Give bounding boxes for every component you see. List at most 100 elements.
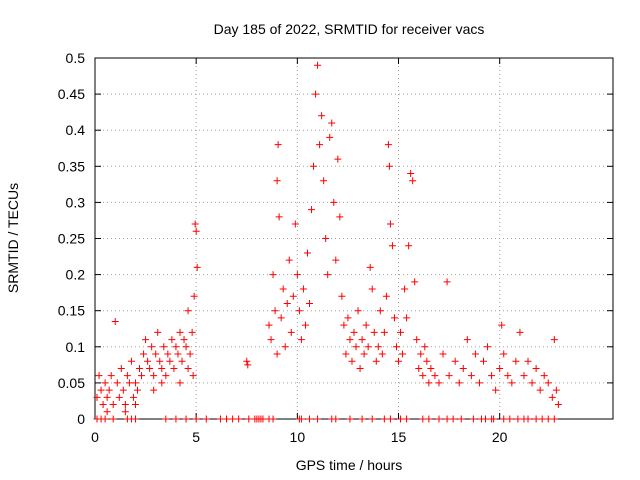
data-point	[362, 321, 370, 329]
data-point	[308, 206, 316, 214]
data-point	[305, 415, 313, 423]
data-point	[299, 285, 307, 293]
data-point	[162, 415, 170, 423]
data-point	[158, 364, 166, 372]
data-point	[397, 415, 405, 423]
y-tick-label: 0.15	[58, 303, 85, 319]
data-point	[136, 364, 144, 372]
data-point	[186, 350, 194, 358]
data-point	[131, 401, 139, 409]
data-point	[289, 292, 297, 300]
data-point	[97, 386, 105, 394]
data-point	[417, 350, 425, 358]
data-point	[372, 357, 380, 365]
data-point	[103, 408, 111, 416]
y-tick-label: 0.2	[66, 267, 86, 283]
axis-ticks: 0 0.05 0.1 0.15 0.2 0.25 0.3 0.35 0.4 0.45 0.5 0 5 10…	[58, 50, 613, 445]
data-point	[338, 292, 346, 300]
data-point	[111, 318, 119, 326]
data-point	[536, 386, 544, 394]
data-point	[336, 213, 344, 221]
data-point	[235, 415, 243, 423]
data-point	[439, 350, 447, 358]
data-point	[314, 415, 322, 423]
data-point	[131, 415, 139, 423]
data-point	[496, 364, 504, 372]
data-point	[178, 357, 186, 365]
data-point	[229, 415, 237, 423]
data-point	[152, 350, 160, 358]
data-point	[350, 328, 358, 336]
data-point	[397, 328, 405, 336]
data-point	[259, 415, 267, 423]
data-point	[540, 372, 548, 380]
data-point	[512, 357, 520, 365]
data-point	[364, 343, 372, 351]
data-point	[168, 336, 176, 344]
data-point	[550, 336, 558, 344]
y-tick-label: 0.1	[66, 339, 86, 355]
data-point	[103, 393, 111, 401]
data-point	[150, 372, 158, 380]
data-point	[274, 141, 282, 149]
x-tick-label: 10	[290, 429, 306, 445]
data-point	[281, 343, 289, 351]
data-point	[382, 292, 390, 300]
data-point	[314, 61, 322, 69]
data-point	[127, 357, 135, 365]
data-point	[192, 415, 200, 423]
data-point	[133, 386, 141, 394]
data-point	[95, 372, 103, 380]
data-point	[117, 364, 125, 372]
data-point	[524, 415, 532, 423]
data-point	[334, 155, 342, 163]
data-point	[388, 242, 396, 250]
data-point	[332, 256, 340, 264]
y-tick-label: 0.4	[66, 122, 86, 138]
data-point	[484, 343, 492, 351]
data-point	[449, 415, 457, 423]
data-point	[506, 415, 514, 423]
data-point	[435, 379, 443, 387]
data-point	[129, 393, 137, 401]
data-point	[419, 415, 427, 423]
data-point	[392, 343, 400, 351]
data-point	[166, 357, 174, 365]
data-point	[380, 328, 388, 336]
data-point	[415, 364, 423, 372]
data-point	[520, 372, 528, 380]
data-point	[295, 307, 303, 315]
data-point	[107, 372, 115, 380]
data-point	[504, 372, 512, 380]
data-point	[475, 379, 483, 387]
data-point	[342, 350, 350, 358]
data-points	[93, 61, 562, 423]
data-point	[492, 386, 500, 394]
data-point	[121, 408, 129, 416]
data-point	[467, 372, 475, 380]
data-point	[386, 415, 394, 423]
data-point	[293, 271, 301, 279]
data-point	[119, 386, 127, 394]
data-point	[425, 379, 433, 387]
data-point	[498, 321, 506, 329]
data-point	[162, 372, 170, 380]
data-point	[378, 350, 386, 358]
data-point	[285, 256, 293, 264]
x-tick-label: 15	[391, 429, 407, 445]
data-point	[552, 386, 560, 394]
data-point	[174, 350, 182, 358]
data-point	[172, 343, 180, 351]
data-point	[490, 415, 498, 423]
data-point	[269, 271, 277, 279]
data-point	[146, 364, 154, 372]
data-point	[109, 415, 117, 423]
data-point	[316, 141, 324, 149]
data-point	[170, 364, 178, 372]
data-point	[443, 278, 451, 286]
data-point	[514, 415, 522, 423]
data-point	[544, 415, 552, 423]
data-point	[301, 321, 309, 329]
data-point	[374, 343, 382, 351]
